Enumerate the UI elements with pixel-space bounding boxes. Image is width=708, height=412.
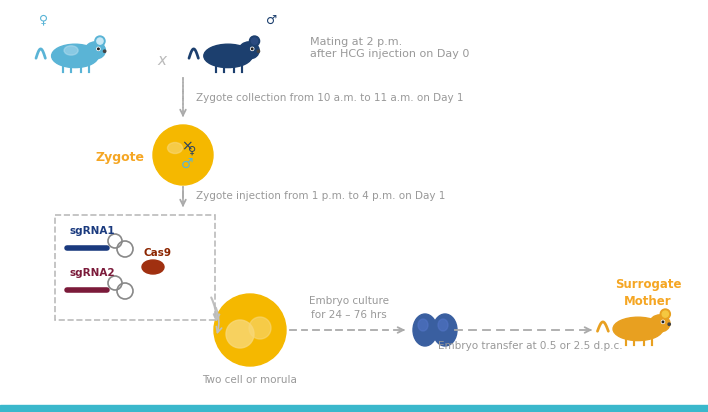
Ellipse shape: [95, 36, 105, 46]
Text: Zygote: Zygote: [96, 150, 145, 164]
Circle shape: [153, 125, 213, 185]
Ellipse shape: [239, 42, 259, 59]
Circle shape: [257, 50, 260, 52]
Text: Two cell or morula: Two cell or morula: [202, 375, 297, 385]
Text: Mating at 2 p.m.: Mating at 2 p.m.: [310, 37, 402, 47]
Ellipse shape: [433, 314, 457, 346]
Circle shape: [97, 47, 100, 50]
Circle shape: [668, 323, 670, 325]
Text: Surrogate
Mother: Surrogate Mother: [615, 278, 681, 308]
Ellipse shape: [650, 315, 670, 332]
Text: sgRNA1: sgRNA1: [69, 226, 115, 236]
Text: sgRNA2: sgRNA2: [69, 268, 115, 278]
Ellipse shape: [613, 317, 663, 341]
Ellipse shape: [661, 309, 670, 319]
Ellipse shape: [662, 311, 668, 317]
Text: ♀: ♀: [40, 14, 49, 26]
Ellipse shape: [204, 44, 252, 68]
Ellipse shape: [97, 38, 103, 44]
Text: ♀: ♀: [188, 146, 196, 156]
Ellipse shape: [64, 46, 78, 55]
Circle shape: [214, 294, 286, 366]
Text: Embryo transfer at 0.5 or 2.5 d.p.c.: Embryo transfer at 0.5 or 2.5 d.p.c.: [438, 341, 622, 351]
Text: Zygote collection from 10 a.m. to 11 a.m. on Day 1: Zygote collection from 10 a.m. to 11 a.m…: [196, 93, 464, 103]
Circle shape: [249, 317, 271, 339]
Circle shape: [662, 321, 663, 323]
Ellipse shape: [438, 319, 448, 331]
Text: ♂: ♂: [266, 14, 278, 26]
Ellipse shape: [249, 36, 260, 46]
Ellipse shape: [251, 38, 258, 44]
Ellipse shape: [85, 42, 105, 59]
Circle shape: [98, 48, 99, 50]
Text: after HCG injection on Day 0: after HCG injection on Day 0: [310, 49, 469, 59]
Ellipse shape: [142, 260, 164, 274]
Circle shape: [661, 320, 665, 323]
Circle shape: [103, 50, 105, 52]
Bar: [0, 405, 708, 412]
Circle shape: [251, 48, 253, 50]
Text: ×: ×: [181, 139, 193, 153]
Text: x: x: [157, 52, 166, 68]
Ellipse shape: [418, 319, 428, 331]
Circle shape: [251, 47, 253, 50]
Text: Cas9: Cas9: [143, 248, 171, 258]
Ellipse shape: [52, 44, 98, 68]
Text: Embryo culture
for 24 – 76 hrs: Embryo culture for 24 – 76 hrs: [309, 296, 389, 320]
Text: Zygote injection from 1 p.m. to 4 p.m. on Day 1: Zygote injection from 1 p.m. to 4 p.m. o…: [196, 191, 445, 201]
Ellipse shape: [168, 143, 183, 154]
Ellipse shape: [413, 314, 437, 346]
Circle shape: [226, 320, 254, 348]
Text: ♂: ♂: [181, 157, 193, 171]
